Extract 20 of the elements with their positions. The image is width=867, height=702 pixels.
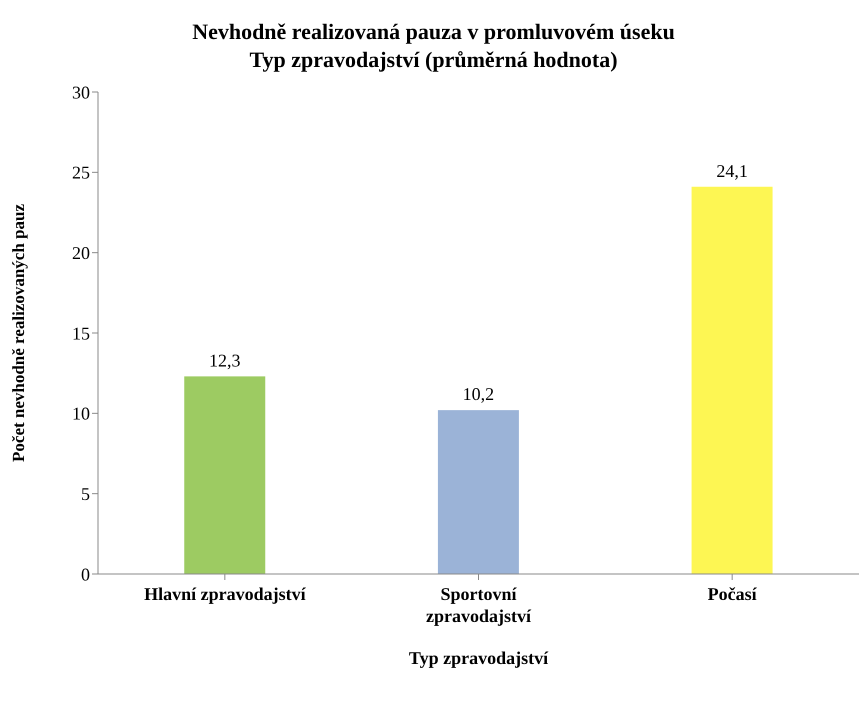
data-label: 24,1: [716, 160, 748, 181]
y-tick-label: 5: [81, 484, 90, 504]
x-tick-label: Počasí: [708, 584, 758, 604]
bar: [692, 186, 773, 574]
y-axis-title: Počet nevhodně realizovaných pauz: [9, 204, 28, 462]
x-axis-title: Typ zpravodajství: [408, 648, 550, 668]
y-tick-label: 20: [72, 243, 90, 264]
bar: [438, 410, 519, 574]
x-tick-label: Sportovní zpravodajství: [426, 584, 532, 626]
y-tick-label: 25: [72, 162, 90, 183]
chart-title: Nevhodně realizovaná pauza v promluvovém úseku: [191, 18, 676, 46]
y-tick-label: 30: [72, 82, 90, 102]
y-tick-label: 10: [72, 404, 90, 424]
bar: [184, 376, 266, 574]
y-tick-label: 15: [72, 323, 90, 344]
data-label: 12,3: [208, 350, 240, 370]
y-tick-label: 0: [81, 564, 90, 584]
chart-subtitle: Typ zpravodajství (průměrná hodnota): [248, 46, 619, 74]
x-tick-label: Hlavní zpravodajství: [144, 584, 307, 604]
data-label: 10,2: [462, 384, 494, 404]
